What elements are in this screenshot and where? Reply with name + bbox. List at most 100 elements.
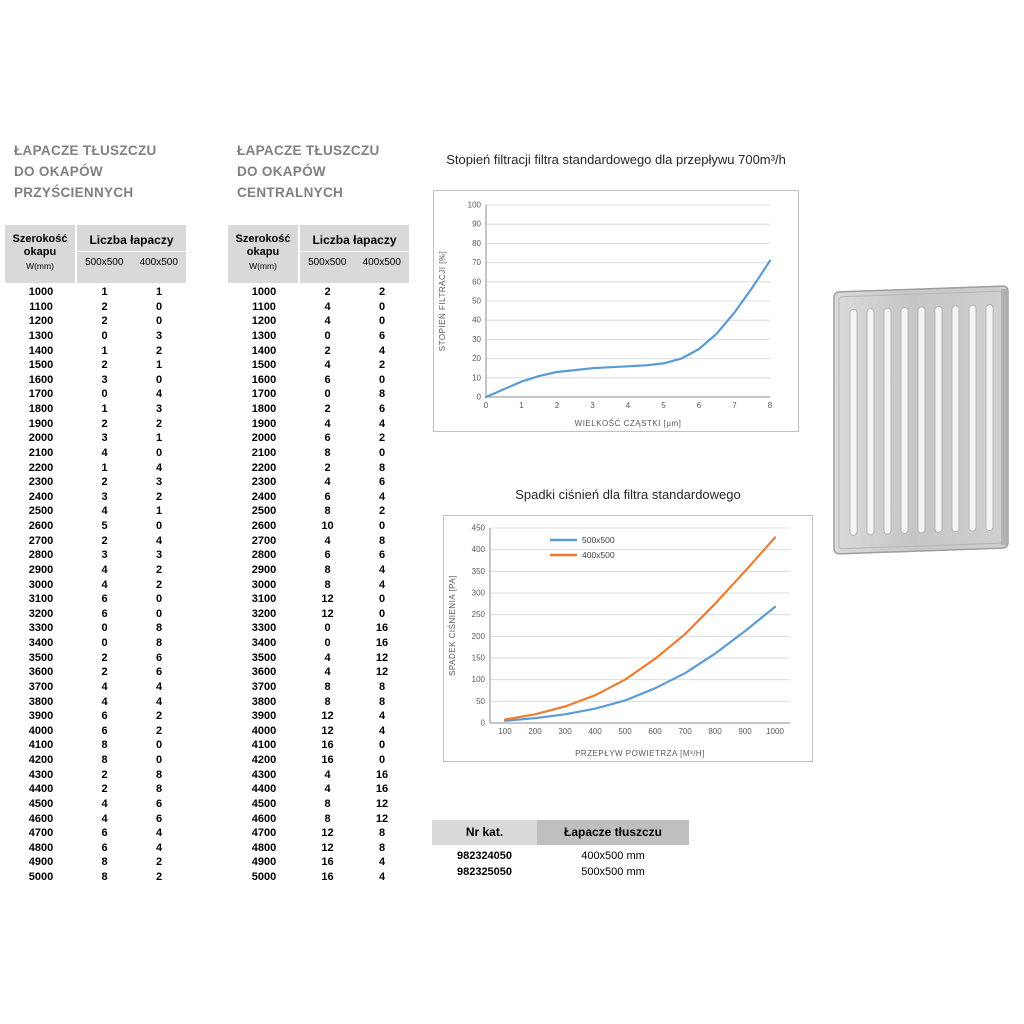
trap-count-cell: 12 [321, 827, 334, 840]
trap-count-cell: 8 [101, 871, 108, 883]
hood-width-cell: 4900 [251, 856, 277, 869]
header-text: W(mm) [26, 261, 54, 271]
hood-width-cell: 2000 [28, 432, 54, 445]
trap-count-cell: 0 [101, 388, 108, 401]
trap-count-cell: 6 [101, 593, 108, 606]
section-title-line: DO OKAPÓW [237, 164, 326, 179]
hood-width-cell: 2300 [251, 476, 277, 489]
section-title-central-hoods: ŁAPACZE TŁUSZCZU DO OKAPÓW CENTRALNYCH [228, 140, 409, 203]
table-row: 3000 8 4 [228, 578, 409, 593]
svg-text:5: 5 [661, 401, 666, 410]
hood-width-cell: 4800 [251, 841, 277, 854]
trap-count-cell: 0 [101, 637, 108, 649]
table-row: 3700 4 4 [5, 680, 186, 695]
table-row: 3300 0 16 [228, 621, 409, 636]
svg-text:30: 30 [472, 335, 481, 344]
hood-width-cell: 4500 [28, 797, 54, 810]
trap-count-cell: 0 [378, 754, 386, 766]
table-row: 4900 8 2 [5, 855, 186, 870]
trap-count-cell: 4 [101, 578, 108, 591]
trap-count-cell: 4 [378, 856, 386, 869]
hood-width-cell: 3700 [251, 680, 277, 693]
table-row: 4400 4 16 [228, 782, 409, 797]
svg-text:1: 1 [519, 401, 524, 410]
table-row: 4000 12 4 [228, 724, 409, 739]
catalog-number-cell: 982325050 [456, 866, 513, 878]
trap-count-cell: 12 [375, 797, 389, 810]
trap-count-cell: 4 [378, 871, 386, 883]
table-row: 2500 8 2 [228, 504, 409, 519]
trap-count-cell: 2 [324, 286, 331, 298]
trap-count-cell: 4 [324, 476, 331, 489]
trap-count-cell: 3 [101, 490, 108, 503]
table-row: 3500 2 6 [5, 651, 186, 666]
table-row: 1400 2 4 [228, 344, 409, 359]
table-row: 2400 6 4 [228, 490, 409, 505]
svg-text:40: 40 [472, 316, 481, 325]
trap-count-cell: 2 [155, 710, 163, 723]
trap-count-cell: 5 [101, 520, 108, 532]
trap-count-cell: 0 [155, 607, 163, 620]
hood-width-cell: 2700 [251, 534, 277, 547]
table-row: 3800 8 8 [228, 695, 409, 710]
svg-text:2: 2 [555, 401, 560, 410]
table-row: 1100 2 0 [5, 300, 186, 315]
table-row: 1000 1 1 [5, 285, 186, 300]
svg-text:WIELKOŚĆ CZĄSTKI [µm]: WIELKOŚĆ CZĄSTKI [µm] [575, 419, 682, 428]
table-row: 1800 2 6 [228, 402, 409, 417]
table-row: 1300 0 6 [228, 329, 409, 344]
trap-count-cell: 12 [321, 710, 334, 723]
trap-count-cell: 2 [155, 417, 163, 430]
trap-count-cell: 0 [324, 329, 331, 342]
trap-count-cell: 12 [321, 607, 334, 620]
trap-count-cell: 8 [378, 461, 386, 474]
section-title-wall-hoods: ŁAPACZE TŁUSZCZU DO OKAPÓW PRZYŚCIENNYCH [5, 140, 186, 203]
trap-count-cell: 0 [155, 315, 163, 328]
table-row: 3900 6 2 [5, 709, 186, 724]
table-row: 3100 12 0 [228, 592, 409, 607]
trap-count-cell: 12 [321, 593, 334, 606]
trap-count-cell: 0 [101, 622, 108, 635]
trap-count-cell: 6 [155, 666, 163, 679]
col-header-400x500: 400x500 [139, 257, 178, 268]
table-row: 4200 8 0 [5, 753, 186, 768]
trap-count-cell: 8 [324, 797, 331, 810]
hood-width-cell: 3200 [28, 607, 54, 620]
trap-count-cell: 3 [101, 549, 108, 562]
trap-count-cell: 2 [378, 359, 386, 372]
trap-count-cell: 0 [324, 622, 331, 635]
hood-width-cell: 1200 [251, 315, 277, 328]
table-row: 5000 16 4 [228, 870, 409, 885]
hood-width-cell: 3000 [28, 578, 54, 591]
catalog-row: 982325050 500x500 mm [432, 864, 689, 880]
table-row: 2100 8 0 [228, 446, 409, 461]
trap-count-cell: 4 [101, 680, 108, 693]
table-row: 1000 2 2 [228, 285, 409, 300]
catalog-table-body: 982324050 400x500 mm 982325050 500x500 mm [432, 845, 689, 880]
hood-width-cell: 1400 [28, 344, 54, 357]
hood-width-cell: 1000 [251, 286, 277, 298]
trap-count-cell: 4 [324, 666, 331, 679]
trap-count-cell: 16 [375, 622, 389, 635]
svg-text:70: 70 [472, 258, 481, 267]
baffle-filter-image [833, 285, 1009, 555]
trap-count-cell: 12 [321, 724, 334, 737]
svg-text:90: 90 [472, 220, 481, 229]
trap-count-cell: 8 [324, 812, 331, 825]
trap-count-cell: 6 [378, 329, 386, 342]
trap-count-cell: 8 [101, 856, 108, 869]
pressure-drop-chart: 0 50 100 150 200 250 300 350 400 450 100 200 300 400 5… [443, 515, 813, 762]
table-row: 2700 4 8 [228, 534, 409, 549]
table-row: 3400 0 16 [228, 636, 409, 651]
hood-width-cell: 3300 [251, 622, 277, 635]
svg-text:PRZEPŁYW POWIETRZA [M³/H]: PRZEPŁYW POWIETRZA [M³/H] [575, 749, 705, 758]
table-row: 4100 16 0 [228, 738, 409, 753]
trap-count-cell: 2 [101, 300, 108, 313]
trap-count-cell: 2 [155, 871, 163, 883]
header-text: okapu [246, 246, 280, 258]
trap-count-cell: 0 [378, 373, 386, 386]
trap-count-cell: 0 [378, 300, 386, 313]
trap-count-cell: 6 [378, 403, 386, 415]
hood-width-cell: 4800 [28, 841, 54, 854]
table-row: 4200 16 0 [228, 753, 409, 768]
